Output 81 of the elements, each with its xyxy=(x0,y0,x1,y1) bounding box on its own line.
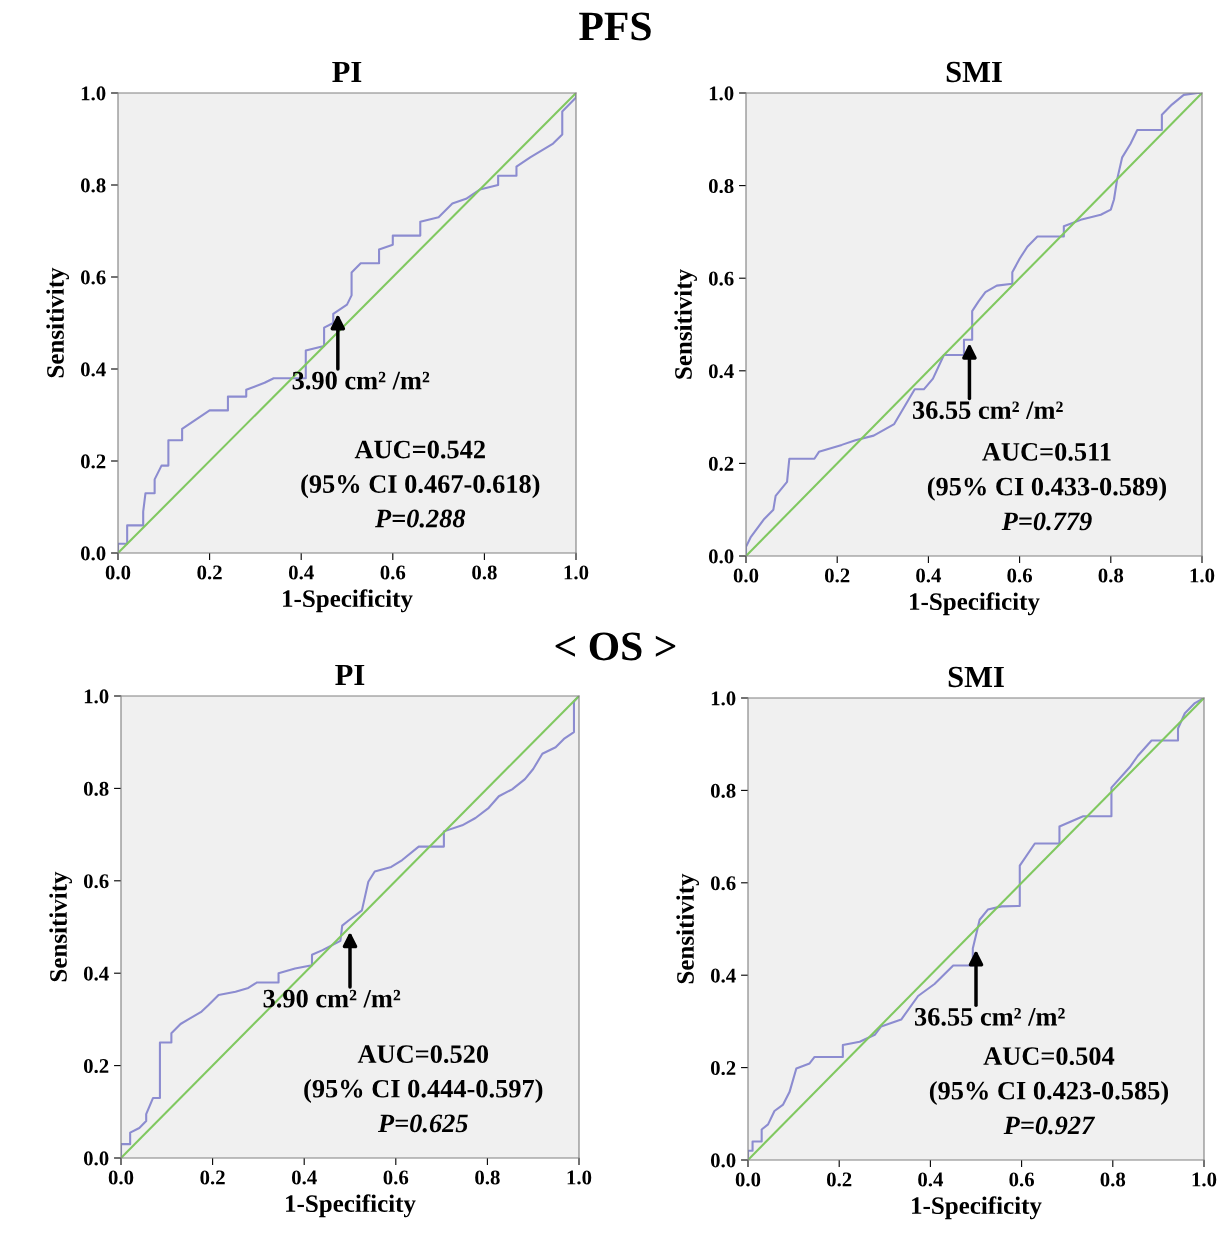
text: PFS xyxy=(579,12,651,41)
y-axis-title: Sensitivity xyxy=(46,267,70,378)
x-tick-label: 1.0 xyxy=(1190,568,1215,583)
x-tick-label: 0.8 xyxy=(475,1170,500,1185)
y-axis-title: Sensitivity xyxy=(674,269,698,379)
x-tick-label: 0.8 xyxy=(1098,568,1124,583)
y-tick-label: 0.0 xyxy=(708,549,734,564)
line-series xyxy=(748,698,1204,1160)
x-tick-label: 0.2 xyxy=(824,568,850,583)
x-tick-label: 1.0 xyxy=(1192,1172,1217,1187)
y-tick-label: 0.4 xyxy=(80,362,106,377)
chart-title: SMI xyxy=(946,61,1002,83)
y-tick-label: 0.6 xyxy=(80,270,106,285)
x-tick-label: 0.0 xyxy=(105,565,131,580)
y-tick-label: 1.0 xyxy=(81,86,106,101)
y-tick-label: 0.8 xyxy=(710,783,736,798)
x-tick-label: 0.8 xyxy=(472,565,497,580)
x-tick-label: 0.2 xyxy=(197,565,222,580)
x-tick-label: 0.6 xyxy=(383,1170,409,1185)
x-axis-title: 1-Specificity xyxy=(286,1194,416,1218)
y-tick-label: 0.8 xyxy=(708,178,734,194)
annotation: P=0.927 xyxy=(1003,1116,1096,1135)
x-tick-label: 0.2 xyxy=(200,1170,225,1185)
y-axis-title: Sensitivity xyxy=(49,871,73,982)
y-tick-label: 0.2 xyxy=(710,1060,736,1076)
x-tick-label: 1.0 xyxy=(564,565,589,580)
annotation: 3.90 cm² /m² xyxy=(292,371,430,390)
annotation: P=0.625 xyxy=(378,1114,468,1133)
annotation: 36.55 cm² /m² xyxy=(912,401,1063,420)
y-tick-label: 1.0 xyxy=(711,691,736,706)
x-tick-label: 0.4 xyxy=(916,568,942,583)
y-tick-label: 0.6 xyxy=(708,271,734,286)
y-tick-label: 0.2 xyxy=(83,1058,109,1074)
x-tick-label: 0.4 xyxy=(291,1170,317,1185)
x-tick-label: 1.0 xyxy=(567,1170,592,1185)
x-axis-title: 1-Specificity xyxy=(910,592,1040,616)
x-tick-label: 0.0 xyxy=(108,1170,134,1185)
line-series xyxy=(746,93,1202,556)
y-tick-label: 0.0 xyxy=(710,1153,736,1168)
y-tick-label: 0.4 xyxy=(83,966,109,981)
x-tick-label: 0.8 xyxy=(1100,1172,1126,1187)
y-axis-title: Sensitivity xyxy=(676,873,700,984)
annotation: AUC=0.504 xyxy=(983,1047,1115,1066)
y-tick-label: 0.8 xyxy=(83,781,109,796)
line-series xyxy=(121,696,579,1158)
annotation: AUC=0.511 xyxy=(982,442,1111,461)
x-tick-label: 0.0 xyxy=(735,1172,761,1187)
annotation: P=0.779 xyxy=(1001,512,1092,531)
y-tick-label: 0.6 xyxy=(710,876,736,891)
annotation: (95% CI 0.433-0.589) xyxy=(927,476,1167,501)
y-tick-label: 1.0 xyxy=(709,86,734,101)
x-axis-title: 1-Specificity xyxy=(912,1196,1042,1220)
y-tick-label: 0.0 xyxy=(80,546,106,561)
x-tick-label: 0.6 xyxy=(1009,1172,1035,1187)
x-tick-label: 0.6 xyxy=(380,565,406,580)
x-tick-label: 0.0 xyxy=(733,568,759,583)
y-tick-label: 0.2 xyxy=(708,456,734,471)
chart-title: SMI xyxy=(948,666,1004,688)
annotation: AUC=0.520 xyxy=(357,1045,489,1064)
annotation: (95% CI 0.423-0.585) xyxy=(929,1081,1169,1105)
y-tick-label: 0.0 xyxy=(83,1151,109,1166)
y-tick-label: 0.4 xyxy=(710,968,736,983)
annotation: (95% CI 0.444-0.597) xyxy=(304,1079,543,1103)
chart-title: PI xyxy=(332,61,362,82)
y-tick-label: 0.4 xyxy=(708,364,734,379)
x-tick-label: 0.4 xyxy=(288,565,314,580)
text: < OS > xyxy=(555,632,676,661)
annotation: 36.55 cm² /m² xyxy=(914,1007,1065,1026)
y-tick-label: 1.0 xyxy=(84,689,109,704)
y-tick-label: 0.2 xyxy=(80,454,106,469)
y-tick-label: 0.6 xyxy=(83,874,109,889)
chart-title: PI xyxy=(335,664,365,685)
y-tick-label: 0.8 xyxy=(80,178,106,193)
annotation: AUC=0.542 xyxy=(354,440,485,459)
x-tick-label: 0.4 xyxy=(918,1172,944,1187)
x-tick-label: 0.6 xyxy=(1007,568,1033,583)
x-tick-label: 0.2 xyxy=(826,1172,852,1187)
line-series xyxy=(118,93,576,553)
annotation: (95% CI 0.467-0.618) xyxy=(301,474,540,499)
x-axis-title: 1-Specificity xyxy=(283,589,413,613)
annotation: P=0.288 xyxy=(375,509,466,528)
